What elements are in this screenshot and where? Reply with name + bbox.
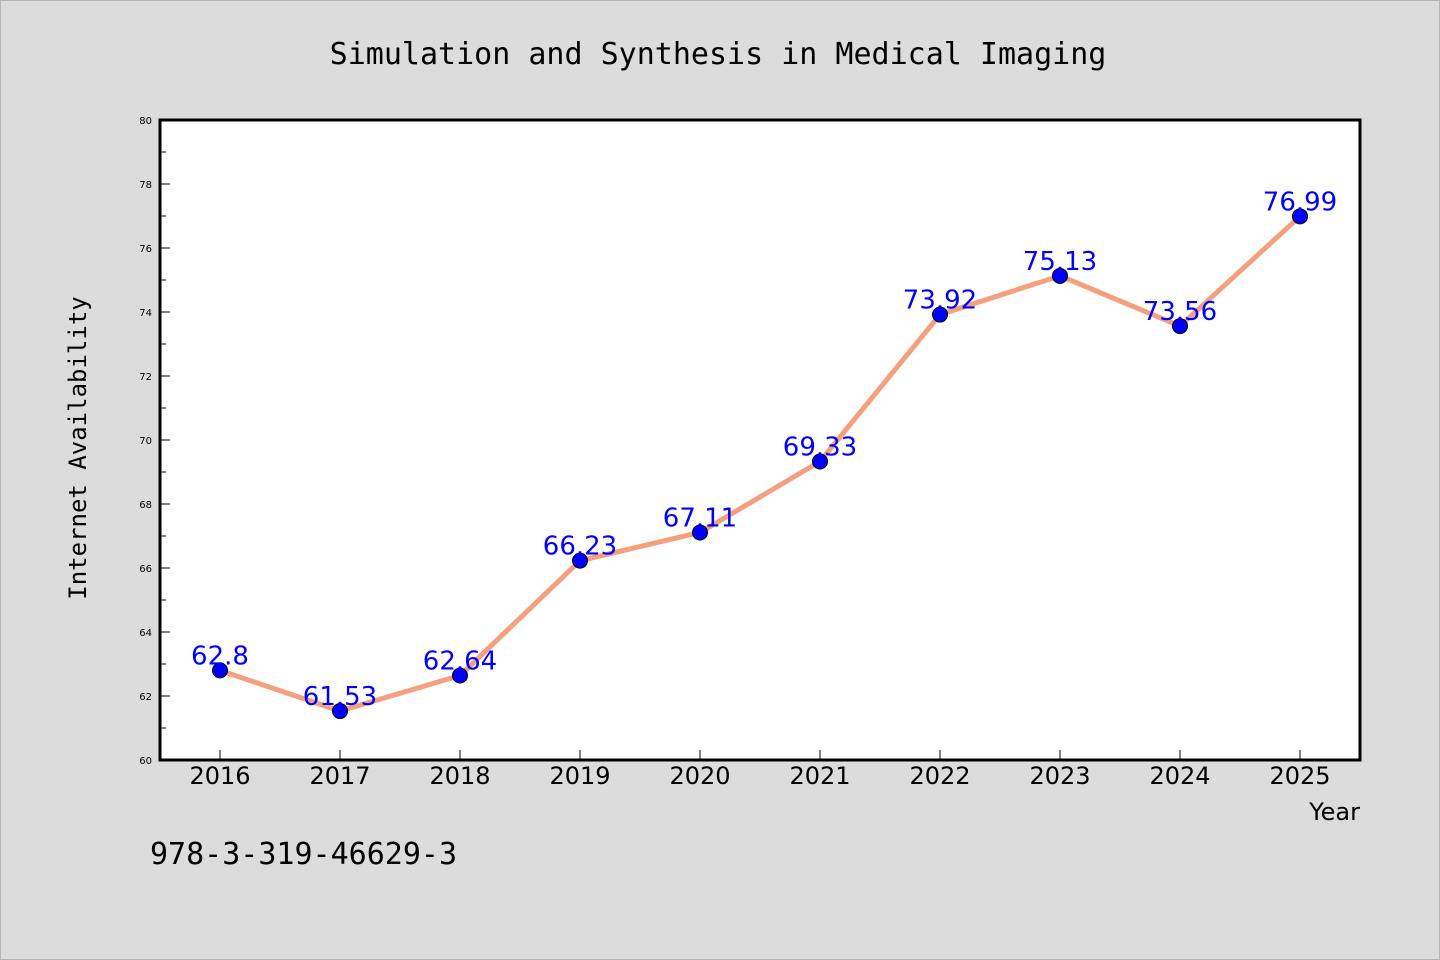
x-tick-label: 2017 [309,762,370,790]
data-point-marker [1292,208,1308,225]
x-tick-label: 2019 [549,762,610,790]
x-tick-label: 2023 [1029,762,1090,790]
data-point-marker [572,552,588,569]
y-axis-tick-labels: 60 62 64 66 68 70 72 74 76 78 80 [139,116,152,767]
y-tick-label: 74 [139,308,152,319]
y-axis-label: Internet Availability [64,296,92,599]
data-point-label: 73.56 [1143,297,1217,327]
x-tick-label: 2021 [789,762,850,790]
x-axis-tick-labels: 2016 2017 2018 2019 2020 2021 2022 2023 2024 2025 [189,762,1330,790]
x-axis-label: Year [1308,798,1360,826]
data-point-marker [1052,267,1068,284]
data-point-marker [332,703,348,720]
series-layer [217,213,1303,714]
x-tick-label: 2018 [429,762,490,790]
y-tick-label: 62 [139,692,152,703]
data-point-marker [1172,318,1188,335]
x-tick-label: 2024 [1149,762,1210,790]
data-point-marker [212,662,228,679]
data-point-label: 69.33 [783,432,857,462]
isbn-footnote: 978-3-319-46629-3 [150,837,457,872]
x-tick-label: 2016 [189,762,250,790]
data-point-label: 62.64 [423,647,497,677]
y-tick-label: 70 [139,436,152,447]
marker-layer [212,208,1308,720]
x-axis-ticks [219,750,1301,760]
data-point-label: 73.92 [903,286,977,316]
data-point-marker [812,453,828,470]
series-line [217,213,1303,714]
data-point-label: 61.53 [303,682,377,712]
y-tick-label: 78 [139,180,152,191]
x-tick-label: 2022 [909,762,970,790]
y-tick-label: 64 [139,628,152,639]
x-tick-label: 2025 [1269,762,1330,790]
y-tick-label: 60 [139,756,152,767]
data-point-label: 67.11 [663,503,737,533]
y-tick-label: 80 [139,116,152,127]
data-point-marker [932,306,948,323]
data-point-label: 76.99 [1263,187,1337,217]
plot-area [158,118,1362,762]
x-tick-label: 2020 [669,762,730,790]
data-point-label: 62.8 [191,641,249,671]
y-tick-label: 72 [139,372,152,383]
data-point-marker [692,524,708,541]
y-axis-ticks [160,119,170,761]
data-point-label: 75.13 [1023,247,1097,277]
data-label-layer: 62.8 61.53 62.64 66.23 67.11 69.33 73.92 75.13 7… [191,187,1337,712]
y-tick-label: 68 [139,500,152,511]
chart-title: Simulation and Synthesis in Medical Imag… [330,37,1107,72]
data-point-marker [452,667,468,684]
y-tick-label: 66 [139,564,152,575]
y-tick-label: 76 [139,244,152,255]
data-point-label: 66.23 [543,532,617,562]
